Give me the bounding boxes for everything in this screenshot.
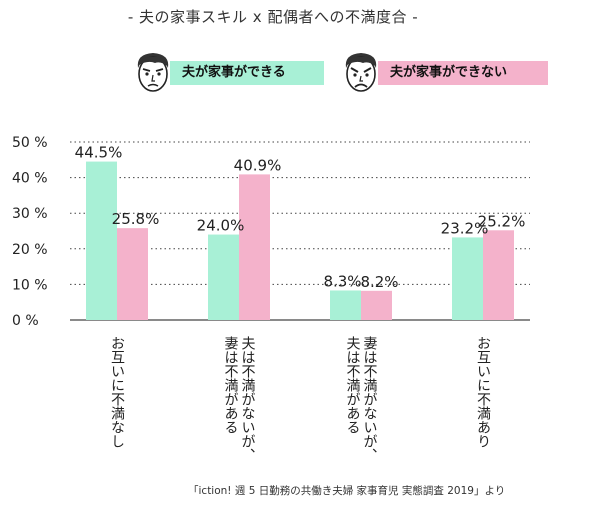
- bar: [330, 290, 361, 320]
- data-label: 25.8%: [112, 210, 160, 228]
- y-tick-label: 50 %: [12, 135, 48, 151]
- bar: [483, 230, 514, 320]
- data-label: 40.9%: [234, 156, 282, 174]
- x-tick-label: 妻は不満がある: [223, 336, 239, 434]
- source-note: 「iction! 週 5 日勤務の共働き夫婦 家事育児 実態調査 2019」より: [188, 485, 506, 497]
- legend-item-can-do-housework: 夫が家事ができる: [128, 50, 328, 94]
- bar: [239, 174, 270, 320]
- x-tick-label: 夫は不満がある: [345, 336, 361, 434]
- y-tick-label: 20 %: [12, 242, 48, 258]
- data-label: 25.2%: [478, 212, 526, 230]
- legend-label-can: 夫が家事ができる: [170, 61, 324, 85]
- legend-label-cannot: 夫が家事ができない: [378, 61, 548, 85]
- bar: [452, 237, 483, 320]
- data-label: 8.3%: [323, 272, 361, 290]
- data-label: 44.5%: [75, 144, 123, 162]
- y-tick-label: 40 %: [12, 171, 48, 187]
- x-tick-label: お互いに不満あり: [475, 336, 491, 448]
- y-tick-label: 30 %: [12, 206, 48, 222]
- data-label: 24.0%: [197, 217, 245, 235]
- chart-title: - 夫の家事スキル x 配偶者への不満度合 -: [127, 8, 419, 26]
- frowning-man-face-icon: [137, 53, 169, 92]
- y-tick-label: 0 %: [12, 313, 39, 329]
- angry-man-face-icon: [345, 53, 377, 92]
- x-tick-label: お互いに不満なし: [109, 336, 125, 448]
- x-tick-label: 妻は不満がないが、: [362, 336, 378, 462]
- bar: [361, 290, 392, 320]
- x-tick-label: 夫は不満がないが、: [240, 336, 256, 462]
- y-tick-label: 10 %: [12, 277, 48, 293]
- bar: [208, 234, 239, 320]
- bar: [117, 228, 148, 320]
- data-label: 23.2%: [441, 219, 489, 237]
- data-label: 8.2%: [360, 273, 398, 291]
- legend-item-cannot-do-housework: 夫が家事ができない: [336, 50, 548, 94]
- bar: [86, 161, 117, 320]
